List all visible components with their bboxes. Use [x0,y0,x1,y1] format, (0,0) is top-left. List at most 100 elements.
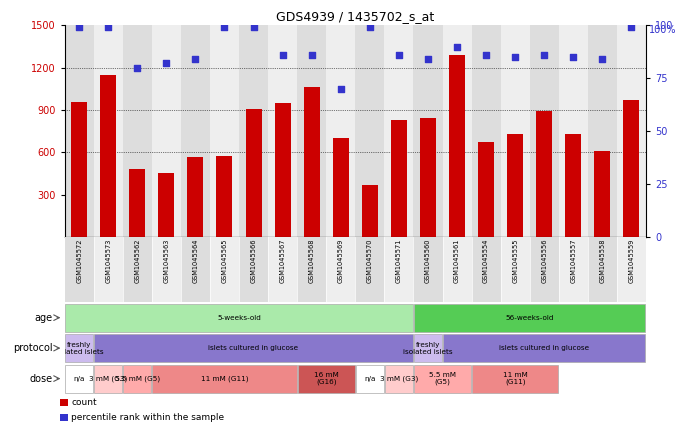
Bar [530,237,559,302]
Bar [391,120,407,237]
Bar [210,237,239,302]
Bar [60,414,68,421]
Text: GSM1045570: GSM1045570 [367,239,373,283]
Text: age: age [35,313,53,323]
Bar [239,237,268,302]
Point [219,24,230,31]
Bar [617,25,646,237]
Bar [210,25,239,237]
Bar [530,25,559,237]
Bar [385,365,413,393]
Bar [239,25,268,237]
Text: protocol: protocol [14,343,53,353]
Bar [443,25,472,237]
Bar [158,173,174,237]
Text: GSM1045573: GSM1045573 [105,239,112,283]
Bar [420,118,436,237]
Text: GSM1045557: GSM1045557 [571,239,577,283]
Text: GSM1045569: GSM1045569 [338,239,344,283]
Text: 5.5 mM
(G5): 5.5 mM (G5) [429,372,456,385]
Text: 11 mM
(G11): 11 mM (G11) [503,372,528,385]
Bar [268,25,297,237]
Text: GSM1045558: GSM1045558 [599,239,605,283]
Bar [594,151,611,237]
Bar [559,25,588,237]
Point [335,85,346,92]
Point [161,60,172,67]
Bar [297,237,326,302]
Text: 11 mM (G11): 11 mM (G11) [201,375,248,382]
Bar [384,25,413,237]
Text: GSM1045556: GSM1045556 [541,239,547,283]
Bar [65,334,93,362]
Point [510,54,521,60]
Bar [304,88,320,237]
Bar [355,25,384,237]
Bar [152,365,296,393]
Point [597,56,608,63]
Bar [181,237,210,302]
Point [248,24,259,31]
Text: 5.5 mM (G5): 5.5 mM (G5) [115,375,160,382]
Text: GSM1045561: GSM1045561 [454,239,460,283]
Point [422,56,433,63]
Text: GSM1045567: GSM1045567 [279,239,286,283]
Bar [181,25,210,237]
Point [452,43,462,50]
Bar [414,334,442,362]
Bar [500,237,530,302]
Bar [443,334,645,362]
Bar [123,365,151,393]
Bar [356,365,384,393]
Text: 3 mM (G3): 3 mM (G3) [89,375,127,382]
Text: GSM1045560: GSM1045560 [425,239,431,283]
Point [103,24,114,31]
Bar [472,365,558,393]
Bar [245,109,262,237]
Text: GSM1045563: GSM1045563 [163,239,169,283]
Title: GDS4939 / 1435702_s_at: GDS4939 / 1435702_s_at [276,10,435,23]
Point [364,24,375,31]
Point [306,52,317,58]
Text: GSM1045568: GSM1045568 [309,239,315,283]
Text: islets cultured in glucose: islets cultured in glucose [209,345,299,351]
Bar [559,237,588,302]
Point [626,24,637,31]
Bar [449,55,465,237]
Bar [326,25,355,237]
Point [394,52,405,58]
Bar [384,237,413,302]
Text: GSM1045571: GSM1045571 [396,239,402,283]
Text: n/a: n/a [364,376,375,382]
Bar [65,25,94,237]
Bar [500,25,530,237]
Bar [100,75,116,237]
Bar [268,237,297,302]
Text: 16 mM
(G16): 16 mM (G16) [314,372,339,385]
Bar [414,304,645,332]
Text: 3 mM (G3): 3 mM (G3) [379,375,418,382]
Bar [298,365,355,393]
Point [132,64,143,71]
Bar [65,237,94,302]
Bar [443,237,472,302]
Text: GSM1045572: GSM1045572 [76,239,82,283]
Text: freshly
isolated islets: freshly isolated islets [403,342,453,354]
Bar [333,138,349,237]
Text: GSM1045565: GSM1045565 [222,239,228,283]
Bar [94,25,122,237]
Point [277,52,288,58]
Bar [478,143,494,237]
Bar [507,134,523,237]
Point [481,52,492,58]
Bar [414,365,471,393]
Text: freshly
isolated islets: freshly isolated islets [54,342,104,354]
Bar [65,304,413,332]
Bar [355,237,384,302]
Text: 100%: 100% [649,25,677,36]
Bar [275,103,290,237]
Text: GSM1045555: GSM1045555 [512,239,518,283]
Bar [565,134,581,237]
Point [73,24,84,31]
Text: count: count [71,398,97,407]
